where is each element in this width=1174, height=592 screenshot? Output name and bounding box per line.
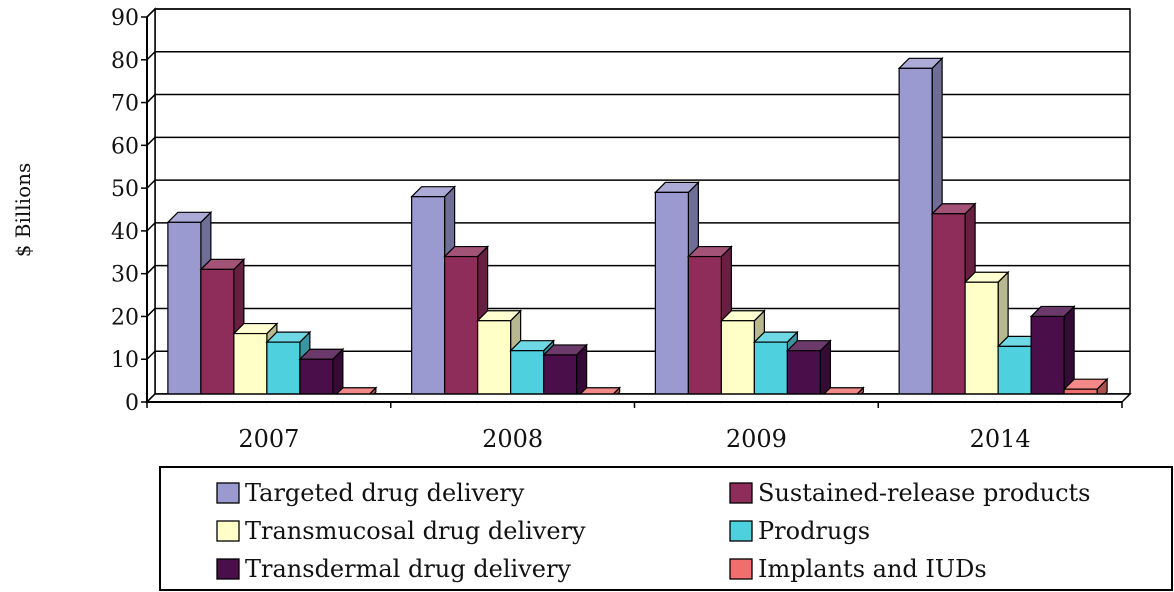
gridlines bbox=[146, 8, 1130, 403]
y-axis-ticks: 0 10 20 30 40 50 60 70 80 90 bbox=[111, 6, 148, 416]
legend-label: Sustained-release products bbox=[758, 479, 1091, 507]
legend-label: Transmucosal drug delivery bbox=[245, 517, 586, 545]
legend-item: Prodrugs bbox=[729, 517, 870, 545]
y-tick-label: 30 bbox=[111, 263, 139, 288]
legend-item: Transdermal drug delivery bbox=[216, 555, 571, 583]
legend-label: Implants and IUDs bbox=[758, 555, 987, 583]
legend-swatch bbox=[216, 558, 240, 580]
bars bbox=[166, 56, 1109, 404]
legend-item: Implants and IUDs bbox=[729, 555, 987, 583]
bar-2007-3 bbox=[265, 330, 312, 404]
y-axis-label: $ Billions bbox=[11, 163, 35, 258]
y-tick-label: 10 bbox=[111, 348, 139, 373]
y-tick-label: 20 bbox=[111, 305, 139, 330]
x-axis bbox=[145, 393, 1132, 408]
legend-label: Targeted drug delivery bbox=[245, 479, 525, 507]
y-tick-label: 70 bbox=[111, 92, 139, 117]
y-tick-label: 40 bbox=[111, 220, 139, 245]
gridline bbox=[146, 222, 1130, 232]
legend-box bbox=[159, 466, 1173, 591]
gridline bbox=[146, 51, 1130, 61]
side-wall bbox=[146, 7, 156, 404]
x-tick-label: 2014 bbox=[970, 425, 1031, 453]
x-tick-label: 2009 bbox=[726, 425, 787, 453]
gridline bbox=[146, 93, 1130, 104]
gridline bbox=[146, 264, 1130, 275]
legend-swatch bbox=[216, 520, 240, 542]
category-labels: 2007 2008 2009 2014 bbox=[238, 425, 1030, 453]
legend: Targeted drug delivery Sustained-release … bbox=[159, 466, 1173, 591]
y-tick-label: 0 bbox=[125, 391, 139, 416]
y-tick-label: 60 bbox=[111, 134, 139, 159]
gridline bbox=[146, 307, 1130, 317]
gridline bbox=[146, 136, 1130, 146]
gridline bbox=[146, 8, 1130, 18]
legend-label: Prodrugs bbox=[758, 517, 870, 545]
legend-swatch bbox=[729, 482, 753, 504]
legend-item: Sustained-release products bbox=[729, 479, 1091, 507]
gridline bbox=[146, 179, 1130, 189]
y-tick-label: 50 bbox=[111, 177, 139, 202]
legend-label: Transdermal drug delivery bbox=[245, 555, 571, 583]
bar-2009-4 bbox=[785, 339, 832, 404]
legend-swatch bbox=[729, 520, 753, 542]
legend-swatch bbox=[216, 482, 240, 504]
y-tick-label: 90 bbox=[111, 6, 139, 31]
chart-walls bbox=[146, 7, 1131, 404]
legend-swatch bbox=[729, 558, 753, 580]
bar-2014-1 bbox=[930, 202, 977, 404]
x-tick-label: 2008 bbox=[482, 425, 543, 453]
x-tick-label: 2007 bbox=[238, 425, 299, 453]
y-tick-label: 80 bbox=[111, 49, 139, 74]
bar-2014-4 bbox=[1029, 304, 1076, 404]
legend-item: Targeted drug delivery bbox=[216, 479, 525, 507]
legend-item: Transmucosal drug delivery bbox=[216, 517, 586, 545]
floor bbox=[145, 393, 1132, 403]
